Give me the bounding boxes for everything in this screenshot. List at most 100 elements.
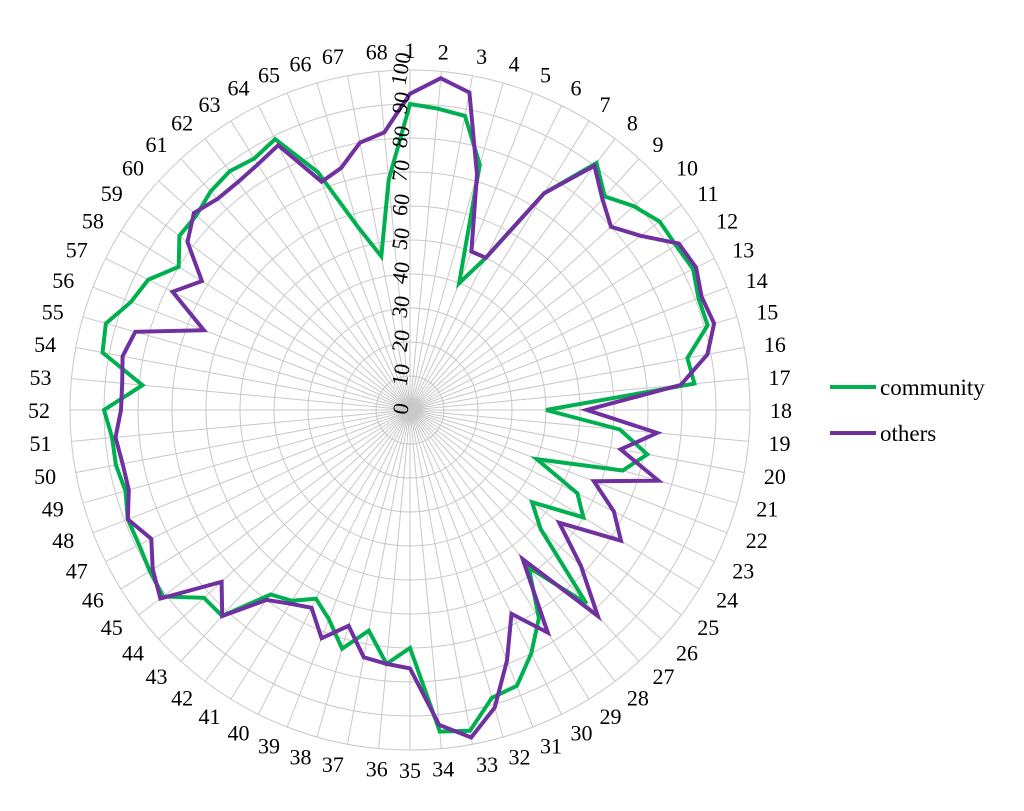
grid-spoke-32 — [409, 409, 504, 738]
category-label-30: 30 — [571, 720, 593, 745]
category-label-17: 17 — [769, 365, 791, 390]
category-label-67: 67 — [322, 44, 344, 69]
category-label-10: 10 — [676, 156, 698, 181]
category-label-47: 47 — [66, 559, 88, 584]
grid-spoke-3 — [409, 75, 473, 411]
grid-spoke-43 — [180, 409, 411, 662]
category-label-25: 25 — [697, 615, 719, 640]
category-label-15: 15 — [756, 300, 778, 325]
grid-spoke-64 — [258, 105, 411, 411]
category-label-33: 33 — [476, 752, 498, 777]
category-label-3: 3 — [476, 44, 487, 69]
grid-spoke-37 — [347, 409, 411, 745]
grid-spoke-14 — [409, 286, 728, 411]
legend-label-others: others — [880, 421, 936, 446]
grid-spoke-67 — [347, 75, 411, 411]
category-label-51: 51 — [30, 431, 52, 456]
grid-spoke-61 — [180, 158, 411, 411]
category-label-34: 34 — [432, 757, 454, 782]
category-label-40: 40 — [228, 720, 250, 745]
category-label-53: 53 — [30, 365, 52, 390]
category-label-4: 4 — [509, 52, 520, 77]
r-tick-label: 50 — [386, 226, 414, 252]
category-label-44: 44 — [122, 641, 144, 666]
category-label-46: 46 — [82, 588, 104, 613]
r-tick-label: 100 — [385, 50, 415, 87]
category-label-38: 38 — [290, 744, 312, 769]
grid-spoke-29 — [409, 409, 590, 700]
grid-spoke-65 — [286, 92, 411, 411]
grid-spoke-47 — [105, 409, 411, 562]
category-label-12: 12 — [716, 209, 738, 234]
grid-spoke-57 — [105, 258, 411, 411]
category-label-63: 63 — [199, 92, 221, 117]
r-tick-label: 30 — [386, 294, 414, 320]
category-label-54: 54 — [34, 332, 56, 357]
category-label-56: 56 — [52, 268, 74, 293]
grid-spoke-45 — [138, 409, 411, 616]
category-label-62: 62 — [171, 111, 193, 136]
category-label-36: 36 — [366, 757, 388, 782]
grid-spoke-58 — [120, 230, 411, 411]
category-label-32: 32 — [509, 744, 531, 769]
grid-spoke-49 — [82, 409, 411, 504]
grid-spoke-34 — [409, 409, 442, 749]
grid-spoke-46 — [120, 409, 411, 590]
category-label-14: 14 — [746, 268, 768, 293]
grid-spoke-8 — [409, 138, 616, 411]
category-label-18: 18 — [770, 398, 792, 423]
grid-spoke-56 — [92, 286, 411, 411]
category-label-55: 55 — [42, 300, 64, 325]
category-label-26: 26 — [676, 641, 698, 666]
category-label-13: 13 — [732, 238, 754, 263]
category-label-64: 64 — [228, 76, 250, 101]
category-label-43: 43 — [146, 664, 168, 689]
r-tick-label: 80 — [386, 124, 414, 150]
category-label-59: 59 — [101, 181, 123, 206]
category-label-57: 57 — [66, 238, 88, 263]
category-label-48: 48 — [52, 528, 74, 553]
category-label-37: 37 — [322, 752, 344, 777]
grid-spoke-53 — [71, 378, 411, 411]
grid-spoke-7 — [409, 120, 590, 411]
grid-spoke-31 — [409, 409, 534, 728]
category-label-21: 21 — [756, 497, 778, 522]
series-line-community — [100, 101, 710, 734]
grid-spoke-10 — [409, 180, 662, 411]
grid-spoke-41 — [230, 409, 411, 700]
category-label-42: 42 — [171, 685, 193, 710]
chart-legend: community others — [830, 375, 985, 446]
chart-series — [100, 75, 717, 740]
grid-spoke-22 — [409, 409, 728, 534]
category-label-6: 6 — [571, 76, 582, 101]
category-label-58: 58 — [82, 209, 104, 234]
category-label-24: 24 — [716, 588, 738, 613]
category-label-66: 66 — [290, 52, 312, 77]
grid-spoke-50 — [75, 409, 411, 473]
category-label-27: 27 — [653, 664, 675, 689]
category-label-41: 41 — [199, 704, 221, 729]
grid-spoke-54 — [75, 347, 411, 411]
grid-spoke-62 — [204, 138, 411, 411]
category-label-9: 9 — [653, 132, 664, 157]
grid-spoke-48 — [92, 409, 411, 534]
grid-spoke-63 — [230, 120, 411, 411]
category-label-65: 65 — [258, 62, 280, 87]
grid-spoke-38 — [316, 409, 411, 738]
category-label-49: 49 — [42, 497, 64, 522]
category-label-20: 20 — [764, 464, 786, 489]
grid-spoke-26 — [409, 409, 662, 640]
grid-spoke-2 — [409, 71, 442, 411]
category-label-61: 61 — [146, 132, 168, 157]
grid-spoke-44 — [158, 409, 411, 640]
r-tick-label: 90 — [386, 90, 414, 116]
grid-spoke-33 — [409, 409, 473, 745]
r-tick-label: 0 — [387, 401, 414, 416]
category-label-50: 50 — [34, 464, 56, 489]
series-line-others — [113, 75, 717, 740]
r-tick-label: 20 — [386, 328, 414, 354]
grid-spoke-19 — [409, 409, 749, 442]
category-label-5: 5 — [540, 62, 551, 87]
grid-spoke-12 — [409, 230, 700, 411]
